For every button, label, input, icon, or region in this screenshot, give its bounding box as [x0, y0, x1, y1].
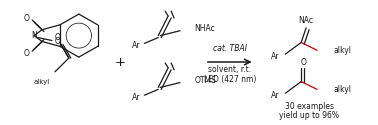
Text: alkyl: alkyl: [334, 46, 352, 55]
Text: N: N: [31, 31, 37, 40]
Text: O: O: [23, 49, 29, 58]
Text: Ar: Ar: [132, 41, 140, 50]
Text: cat. TBAI: cat. TBAI: [213, 44, 247, 53]
Text: O: O: [55, 33, 61, 42]
Text: +: +: [115, 56, 126, 68]
Text: alkyl: alkyl: [34, 79, 50, 85]
Text: Ar: Ar: [271, 91, 279, 100]
Text: NAc: NAc: [299, 16, 314, 26]
Text: Ar: Ar: [132, 93, 140, 102]
Text: LED (427 nm): LED (427 nm): [203, 75, 256, 84]
Text: alkyl: alkyl: [334, 85, 352, 94]
Text: O: O: [55, 37, 61, 46]
Text: solvent, r.t.: solvent, r.t.: [208, 65, 251, 74]
Text: yield up to 96%: yield up to 96%: [279, 111, 339, 120]
Text: O: O: [300, 58, 306, 66]
Text: O: O: [23, 14, 29, 22]
Text: NHAc: NHAc: [194, 24, 215, 33]
Text: 30 examples: 30 examples: [285, 102, 334, 112]
Text: Ar: Ar: [271, 52, 279, 61]
Text: OTMS: OTMS: [195, 76, 217, 85]
